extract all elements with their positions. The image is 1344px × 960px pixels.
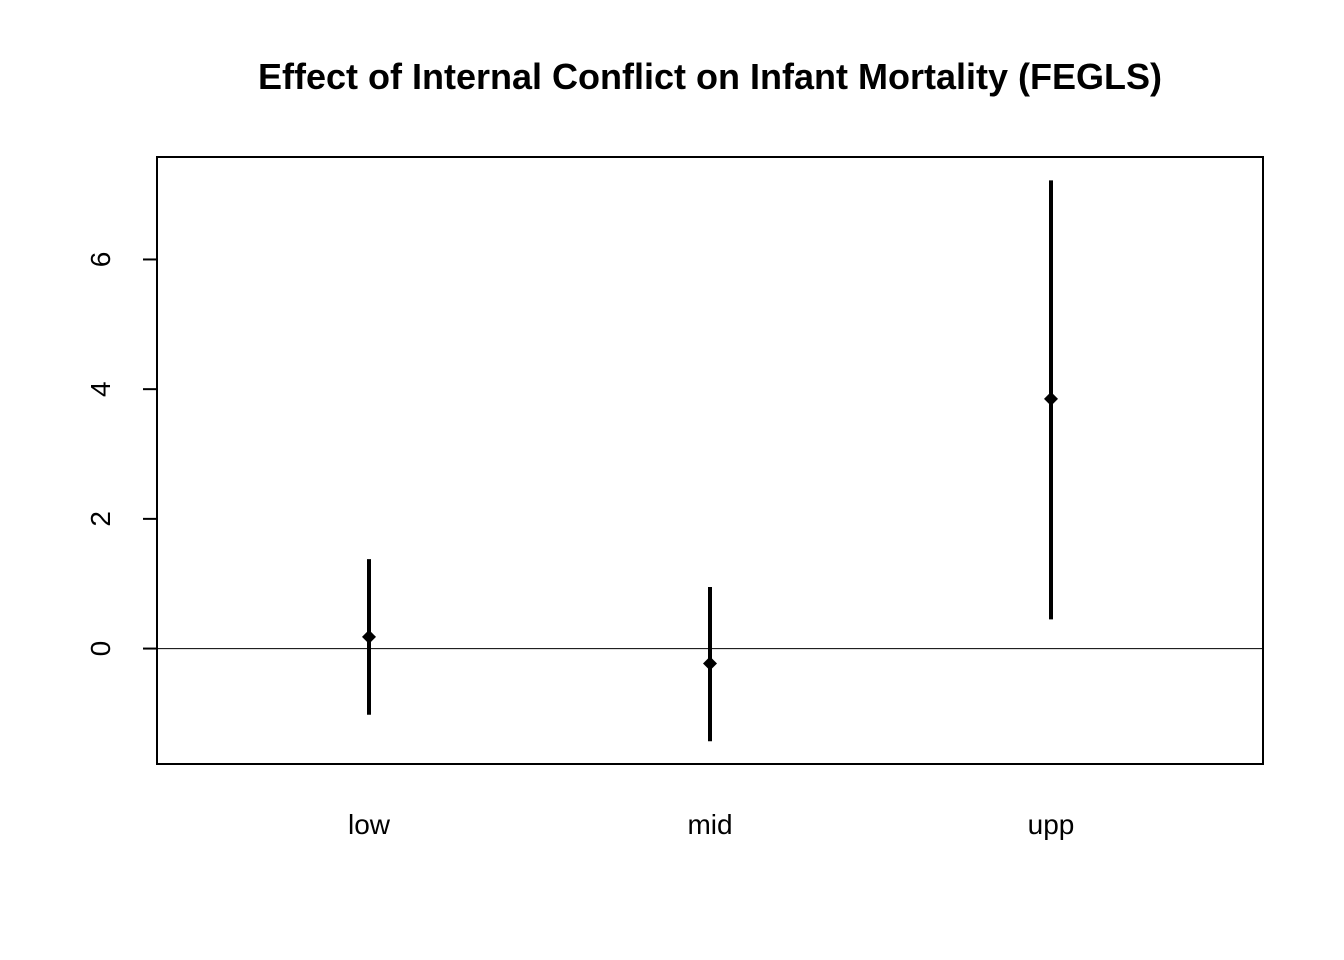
y-tick-label: 0 <box>85 641 116 657</box>
y-tick-label: 6 <box>85 252 116 268</box>
point-estimate-upp <box>1044 391 1058 406</box>
plot-frame <box>156 156 1264 765</box>
x-category-label: upp <box>1028 809 1075 840</box>
x-category-label: mid <box>687 809 732 840</box>
y-tick-label: 2 <box>85 511 116 527</box>
point-estimate-mid <box>703 656 717 671</box>
x-category-label: low <box>348 809 391 840</box>
point-estimate-low <box>362 629 376 644</box>
chart-title: Effect of Internal Conflict on Infant Mo… <box>258 56 1162 97</box>
y-tick-label: 4 <box>85 381 116 397</box>
